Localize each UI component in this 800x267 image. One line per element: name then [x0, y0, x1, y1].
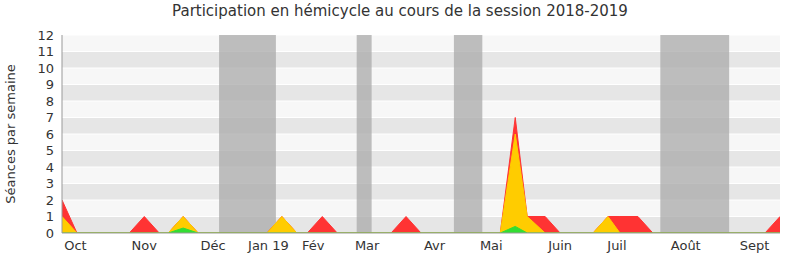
svg-text:Fév: Fév: [302, 238, 325, 253]
svg-text:9: 9: [46, 77, 54, 92]
svg-text:2: 2: [46, 193, 54, 208]
svg-text:Séances par semaine: Séances par semaine: [8, 64, 18, 203]
svg-text:5: 5: [46, 143, 54, 158]
svg-text:4: 4: [46, 160, 54, 175]
svg-text:Avr: Avr: [424, 238, 446, 253]
svg-text:Mar: Mar: [355, 238, 380, 253]
svg-text:1: 1: [46, 209, 54, 224]
svg-text:Oct: Oct: [64, 238, 86, 253]
svg-text:Nov: Nov: [132, 238, 158, 253]
svg-text:3: 3: [46, 176, 54, 191]
html-text:Participation en hémicycle au: Participation en hémicycle au cours de l…: [172, 2, 628, 20]
svg-text:Mai: Mai: [480, 238, 503, 253]
svg-text:6: 6: [46, 127, 54, 142]
svg-text:8: 8: [46, 94, 54, 109]
svg-text:0: 0: [46, 226, 54, 241]
svg-text:Déc: Déc: [201, 238, 226, 253]
svg-text:Août: Août: [671, 238, 701, 253]
svg-text:7: 7: [46, 110, 54, 125]
svg-text:Juin: Juin: [547, 238, 572, 253]
svg-text:Jan 19: Jan 19: [247, 238, 289, 253]
svg-text:11: 11: [37, 44, 54, 59]
svg-text:Juil: Juil: [606, 238, 626, 253]
svg-text:Sept: Sept: [740, 238, 770, 253]
svg-text:12: 12: [37, 28, 54, 43]
svg-text:10: 10: [37, 61, 54, 76]
